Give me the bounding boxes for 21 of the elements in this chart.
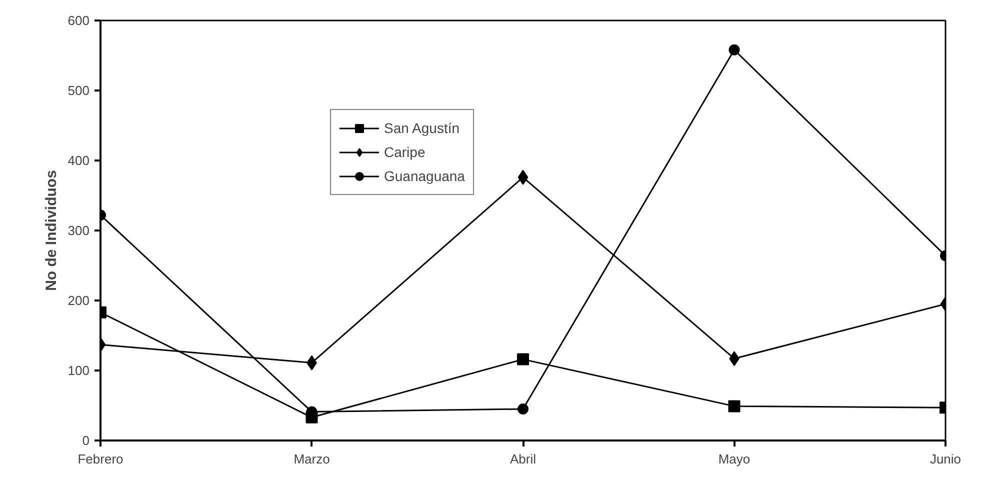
legend-label: Guanaguana [384,168,465,184]
x-tick-label: Mayo [718,452,750,466]
point [518,404,528,414]
y-tick-label: 600 [68,13,90,28]
point [728,44,740,56]
legend-label: San Agustín [384,120,460,136]
x-tick-label: Marzo [294,452,330,466]
point [728,400,740,412]
x-tick-label: Abril [510,452,536,466]
legend-label: Caripe [384,144,426,160]
y-tick-label: 0 [82,433,90,448]
x-tick-label: Junio [930,452,962,466]
point [517,353,529,366]
x-tick-label: Febrero [78,452,124,466]
y-tick-label: 400 [68,153,90,168]
y-tick-label: 300 [68,223,90,238]
y-axis-title: No de Individuos [42,170,60,291]
point [518,170,528,185]
y-tick-label: 200 [68,293,90,308]
y-tick-label: 500 [68,83,90,98]
y-tick-label: 100 [68,363,90,378]
